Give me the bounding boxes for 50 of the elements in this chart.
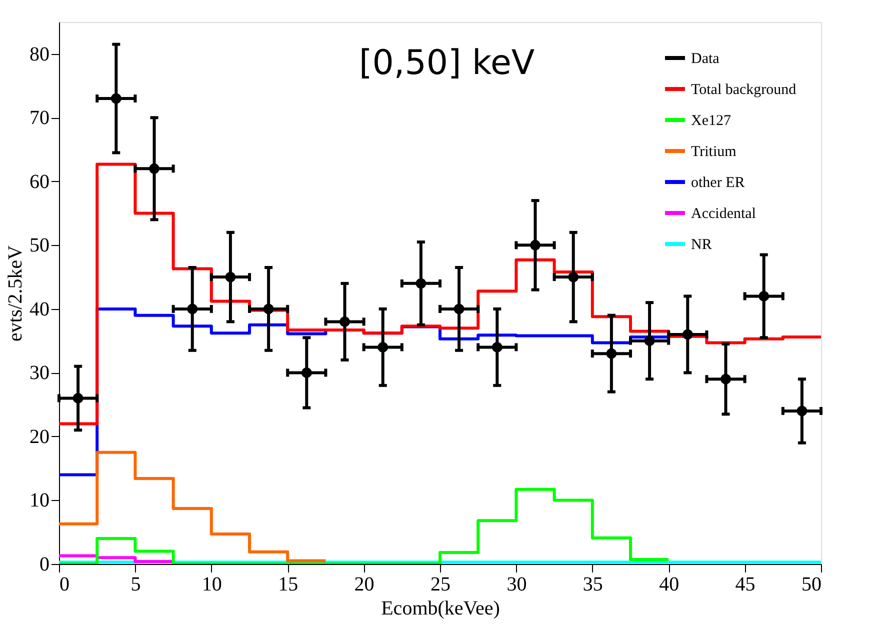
y-axis-title: evts/2.5keV	[4, 244, 26, 342]
point	[149, 163, 160, 174]
point	[644, 336, 655, 346]
point	[225, 272, 236, 282]
x-tick-label: 20	[354, 574, 374, 596]
legend-label: Accidental	[691, 206, 756, 222]
point	[72, 392, 84, 404]
legend-label: NR	[691, 237, 712, 253]
point	[263, 304, 274, 314]
point	[187, 304, 198, 314]
annotation: [0,50] keV	[359, 43, 535, 83]
point	[720, 374, 731, 384]
x-tick-label: 0	[60, 574, 70, 596]
legend-label: Xe127	[691, 113, 732, 129]
y-tick-label: 50	[30, 234, 50, 257]
legend-label: Total background	[691, 82, 797, 98]
x-tick-label: 5	[130, 574, 141, 596]
point	[416, 278, 426, 289]
point	[378, 342, 388, 352]
point	[758, 290, 770, 302]
x-tick-label: 25	[430, 574, 450, 596]
y-tick-label: 10	[30, 490, 50, 512]
point	[110, 93, 122, 104]
y-tick-label: 80	[30, 43, 50, 66]
x-tick-label: 45	[735, 574, 756, 596]
point	[796, 406, 808, 416]
point	[454, 304, 464, 314]
point	[568, 272, 579, 282]
y-tick-label: 40	[30, 298, 50, 320]
legend-label: Tritium	[691, 144, 737, 160]
legend-label: other ER	[691, 175, 745, 191]
y-tick-label: 20	[30, 426, 50, 448]
point	[530, 240, 540, 250]
y-tick-label: 30	[30, 362, 50, 384]
x-tick-label: 40	[659, 574, 680, 596]
point	[682, 329, 693, 340]
x-tick-label: 50	[802, 574, 822, 596]
point	[492, 342, 502, 352]
point	[301, 367, 312, 378]
point	[340, 316, 350, 327]
x-tick-label: 35	[582, 574, 603, 596]
point	[606, 348, 617, 359]
x-tick-label: 10	[202, 574, 222, 596]
x-tick-label: 15	[278, 574, 298, 596]
x-tick-label: 30	[506, 574, 527, 596]
y-tick-label: 70	[30, 107, 50, 130]
legend-label: Data	[691, 51, 720, 67]
x-axis-title: Ecomb(keVee)	[381, 598, 500, 620]
y-tick-label: 60	[30, 170, 50, 193]
y-tick-label: 0	[40, 554, 50, 576]
